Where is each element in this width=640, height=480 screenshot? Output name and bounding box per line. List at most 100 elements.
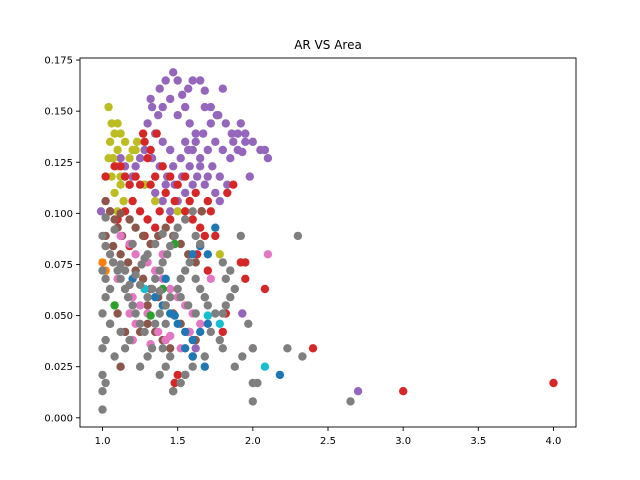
data-point bbox=[238, 352, 247, 361]
data-point bbox=[188, 335, 197, 345]
data-point bbox=[206, 274, 215, 283]
data-point bbox=[154, 111, 163, 120]
data-point bbox=[188, 180, 197, 189]
data-point bbox=[98, 387, 107, 396]
data-point bbox=[116, 260, 125, 269]
data-point bbox=[181, 137, 190, 146]
data-points bbox=[96, 68, 558, 414]
data-point bbox=[161, 362, 170, 371]
data-point bbox=[218, 145, 227, 155]
data-point bbox=[158, 196, 167, 206]
data-point bbox=[98, 258, 107, 267]
data-point bbox=[181, 344, 190, 353]
data-point bbox=[135, 207, 145, 216]
data-point bbox=[196, 223, 205, 232]
data-point bbox=[346, 397, 355, 406]
data-point bbox=[298, 352, 307, 361]
data-point bbox=[208, 162, 217, 171]
data-point bbox=[125, 280, 134, 290]
data-point bbox=[199, 129, 208, 138]
data-point bbox=[197, 207, 206, 216]
data-point bbox=[173, 319, 182, 328]
data-point bbox=[105, 137, 115, 146]
data-point bbox=[196, 284, 205, 294]
data-point bbox=[238, 309, 247, 318]
data-point bbox=[116, 231, 125, 241]
data-point bbox=[152, 129, 161, 138]
data-point bbox=[119, 196, 128, 206]
data-point bbox=[116, 209, 125, 218]
data-point bbox=[140, 137, 149, 146]
data-point bbox=[128, 239, 137, 249]
data-point bbox=[125, 335, 134, 345]
data-point bbox=[230, 362, 239, 371]
y-tick-label: 0.125 bbox=[44, 158, 73, 169]
data-point bbox=[196, 327, 205, 337]
data-point bbox=[223, 188, 232, 198]
data-point bbox=[218, 327, 227, 337]
data-point bbox=[200, 102, 209, 112]
data-point bbox=[151, 188, 160, 198]
data-point bbox=[166, 352, 175, 361]
data-point bbox=[135, 280, 145, 290]
data-point bbox=[158, 162, 167, 171]
data-point bbox=[110, 188, 119, 198]
data-point bbox=[151, 223, 160, 232]
data-point bbox=[166, 331, 175, 341]
data-point bbox=[131, 223, 140, 232]
data-point bbox=[146, 145, 155, 155]
data-point bbox=[185, 119, 194, 128]
data-point bbox=[131, 250, 140, 259]
data-point bbox=[166, 215, 175, 224]
data-point bbox=[215, 196, 224, 206]
data-point bbox=[120, 137, 130, 146]
data-point bbox=[211, 188, 220, 198]
data-point bbox=[113, 145, 122, 155]
y-tick-label: 0.025 bbox=[44, 362, 73, 373]
data-point bbox=[161, 301, 170, 310]
data-point bbox=[188, 76, 197, 85]
data-point bbox=[98, 370, 107, 380]
y-tick-label: 0.175 bbox=[44, 56, 73, 67]
data-point bbox=[176, 378, 185, 388]
data-point bbox=[203, 311, 212, 320]
y-tick-label: 0.075 bbox=[44, 260, 73, 271]
data-point bbox=[138, 129, 148, 138]
data-point bbox=[241, 137, 250, 146]
data-point bbox=[105, 250, 115, 259]
data-point bbox=[229, 180, 238, 189]
data-point bbox=[191, 231, 200, 241]
data-point bbox=[169, 387, 178, 396]
data-point bbox=[116, 129, 125, 138]
data-point bbox=[131, 162, 140, 171]
data-point bbox=[155, 370, 164, 380]
data-point bbox=[248, 344, 257, 353]
data-point bbox=[146, 180, 155, 189]
data-point bbox=[214, 111, 223, 120]
data-point bbox=[263, 154, 273, 163]
data-point bbox=[163, 250, 172, 259]
data-point bbox=[166, 344, 175, 353]
data-point bbox=[549, 378, 558, 388]
x-tick-label: 3.0 bbox=[395, 436, 411, 447]
data-point bbox=[248, 397, 257, 406]
data-point bbox=[161, 188, 170, 198]
data-point bbox=[211, 231, 220, 241]
data-point bbox=[151, 293, 160, 302]
data-point bbox=[218, 309, 227, 318]
data-point bbox=[116, 162, 125, 171]
data-point bbox=[191, 258, 200, 267]
data-point bbox=[221, 274, 230, 283]
data-point bbox=[206, 207, 215, 216]
data-point bbox=[173, 223, 182, 232]
data-point bbox=[170, 231, 179, 241]
data-point bbox=[191, 188, 200, 198]
data-point bbox=[211, 137, 220, 146]
data-point bbox=[188, 352, 197, 361]
data-point bbox=[166, 145, 175, 155]
data-point bbox=[143, 301, 152, 310]
data-point bbox=[113, 119, 122, 128]
data-point bbox=[223, 180, 232, 189]
chart-title: AR VS Area bbox=[294, 38, 362, 52]
data-point bbox=[131, 145, 140, 155]
